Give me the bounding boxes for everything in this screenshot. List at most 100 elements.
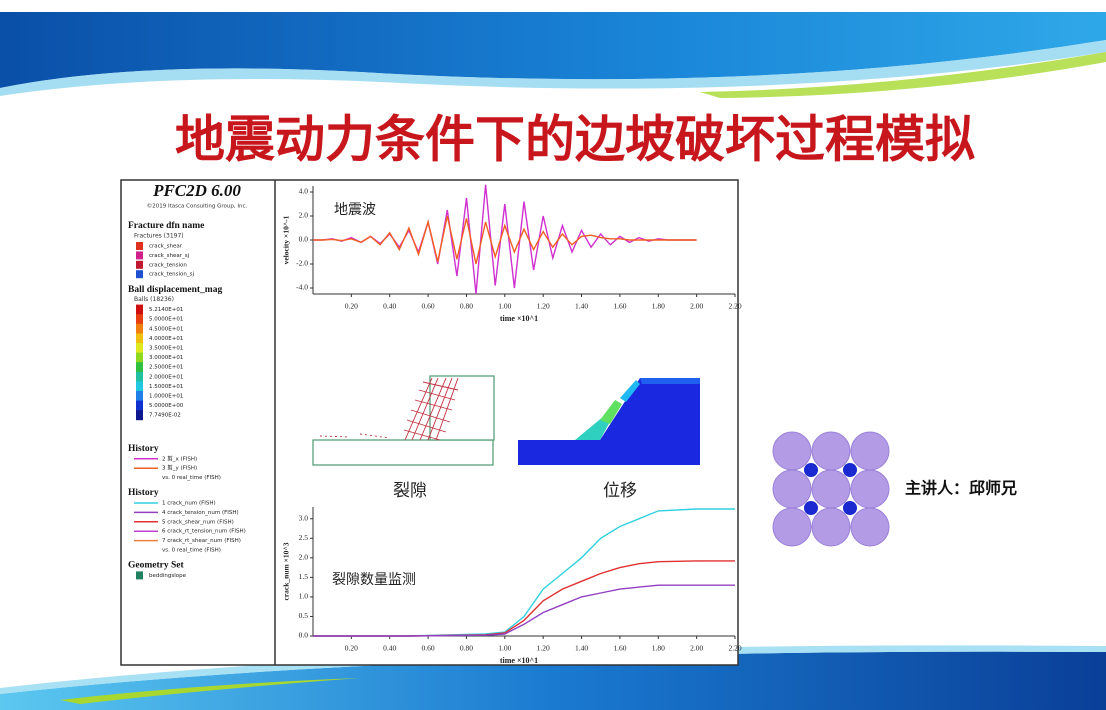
legend-item: 2.0000E+01 <box>149 374 183 380</box>
series-line <box>313 508 735 637</box>
legend-item: 7.7490E-02 <box>149 413 181 419</box>
y-tick-label: 1.0 <box>299 592 309 601</box>
legend-item: 3.0000E+01 <box>149 355 183 361</box>
legend-swatch <box>136 304 143 315</box>
legend-item: 5 crack_shear_num (FISH) <box>162 519 234 525</box>
x-tick-label: 1.20 <box>537 644 550 653</box>
y-tick-label: -2.0 <box>296 259 308 268</box>
x-tick-label: 0.80 <box>460 302 473 311</box>
x-tick-label: 1.20 <box>537 302 550 311</box>
x-tick-label: 0.20 <box>345 644 358 653</box>
legend-item: 3.5000E+01 <box>149 346 183 352</box>
legend-swatch <box>136 323 143 334</box>
y-tick-label: 2.5 <box>299 533 309 542</box>
legend-item: vs. 0 real_time (FISH) <box>162 475 221 481</box>
displacement-image <box>518 378 700 465</box>
y-tick-label: 0.5 <box>299 611 309 620</box>
y-tick-label: 0.0 <box>299 631 309 640</box>
legend-panel: PFC2D 6.00 ©2019 Itasca Consulting Group,… <box>128 181 248 580</box>
legend-item: 4 crack_tension_num (FISH) <box>162 510 239 516</box>
x-axis-label: time ×10^1 <box>500 314 538 323</box>
legend-subheading: Balls (18236) <box>134 296 174 303</box>
x-tick-label: 0.80 <box>460 644 473 653</box>
legend-item: 5.0000E+00 <box>149 403 184 409</box>
legend-item: beddingslope <box>149 573 187 579</box>
x-tick-label: 1.40 <box>575 302 588 311</box>
x-tick-label: 2.20 <box>728 302 741 311</box>
legend-swatch <box>136 333 143 344</box>
particle-icon <box>772 431 890 547</box>
legend-item: crack_shear_sj <box>149 253 190 259</box>
legend-swatch <box>136 571 143 580</box>
legend-swatch <box>136 352 143 363</box>
presenter: 主讲人：邱师兄 <box>905 479 1017 498</box>
y-tick-label: 3.0 <box>299 513 309 522</box>
y-tick-label: 2.0 <box>299 553 309 562</box>
legend-item: crack_shear <box>149 244 183 250</box>
legend-subheading: Fractures (3197) <box>134 233 184 240</box>
series-line <box>313 215 697 265</box>
x-tick-label: 1.60 <box>613 644 626 653</box>
legend-swatch <box>136 371 143 382</box>
x-tick-label: 0.40 <box>383 644 396 653</box>
legend-item: vs. 0 real_time (FISH) <box>162 548 221 554</box>
legend-heading: History <box>128 444 159 454</box>
legend-item: crack_tension_sj <box>149 272 195 278</box>
copyright: ©2019 Itasca Consulting Group, Inc. <box>147 203 248 210</box>
legend-item: 2 剪_x (FISH) <box>162 454 197 462</box>
crack-image <box>312 375 495 466</box>
legend-swatch <box>136 381 143 392</box>
legend-swatch <box>136 410 143 421</box>
legend-item: 1 crack_num (FISH) <box>162 501 216 507</box>
legend-item: 2.5000E+01 <box>149 365 183 371</box>
x-tick-label: 2.00 <box>690 302 703 311</box>
y-axis-label: crack_num ×10^3 <box>282 542 291 600</box>
app-title: PFC2D 6.00 <box>152 181 241 200</box>
legend-swatch <box>136 400 143 411</box>
legend-swatch <box>136 362 143 373</box>
legend-item: 4.5000E+01 <box>149 326 183 332</box>
x-axis-label: time ×10^1 <box>500 656 538 665</box>
legend-item: 6 crack_rt_tension_num (FISH) <box>162 529 246 535</box>
image-label: 位移 <box>603 481 637 501</box>
x-tick-label: 0.20 <box>345 302 358 311</box>
legend-swatch <box>136 260 143 269</box>
x-tick-label: 0.60 <box>422 644 435 653</box>
x-tick-label: 1.00 <box>498 644 511 653</box>
plots: -4.0 -2.0 0.0 2.0 4.0 0.20 0.40 0.60 0.80 1.00 1.2… <box>282 184 742 665</box>
x-tick-label: 1.00 <box>498 302 511 311</box>
legend-heading: Ball displacement_mag <box>128 285 222 295</box>
x-tick-label: 0.40 <box>383 302 396 311</box>
y-tick-label: 0.0 <box>299 235 309 244</box>
legend-item: 1.5000E+01 <box>149 384 183 390</box>
legend-heading: Geometry Set <box>128 561 184 571</box>
y-tick-label: -4.0 <box>296 283 308 292</box>
y-axis-label: velocity ×10^-1 <box>282 215 291 264</box>
x-tick-label: 2.00 <box>690 644 703 653</box>
legend-heading: Fracture dfn name <box>128 221 204 231</box>
slide-title: 地震动力条件下的边坡破坏过程模拟 <box>175 111 975 169</box>
legend-item: 1.0000E+01 <box>149 394 183 400</box>
legend-item: 5.2140E+01 <box>149 307 183 313</box>
legend-item: crack_tension <box>149 262 187 268</box>
legend-swatch <box>136 391 143 401</box>
legend-swatch <box>136 242 143 250</box>
legend-heading: History <box>128 488 159 498</box>
x-tick-label: 2.20 <box>728 644 741 653</box>
chart-label: 地震波 <box>334 202 376 218</box>
series-line <box>313 584 735 637</box>
top-banner <box>0 12 1106 98</box>
legend-item: 3 剪_y (FISH) <box>162 464 197 472</box>
y-tick-label: 2.0 <box>299 211 309 220</box>
x-tick-label: 0.60 <box>422 302 435 311</box>
y-tick-label: 4.0 <box>299 187 309 196</box>
legend-item: 4.0000E+01 <box>149 336 183 342</box>
legend-swatch <box>136 343 143 353</box>
legend-swatch <box>136 251 143 260</box>
legend-swatch <box>136 314 143 325</box>
legend-item: 5.0000E+01 <box>149 317 183 323</box>
x-tick-label: 1.80 <box>652 302 665 311</box>
chart-label: 裂隙数量监测 <box>332 572 416 588</box>
y-tick-label: 1.5 <box>299 572 309 581</box>
